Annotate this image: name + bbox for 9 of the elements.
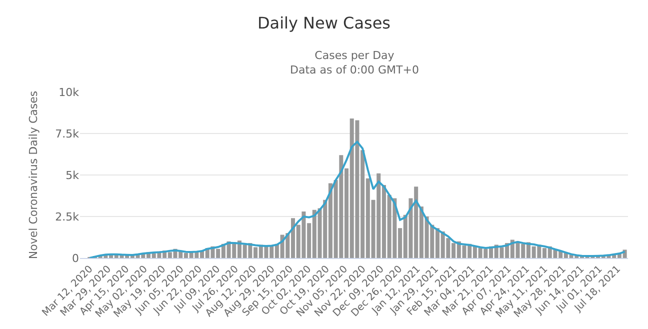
chart-title: Daily New Cases — [257, 14, 391, 33]
y-tick-label: 2.5k — [55, 210, 80, 224]
y-tick-label: 10k — [58, 86, 80, 99]
line-series — [88, 140, 626, 258]
y-tick-label: 5k — [66, 168, 80, 182]
y-tick-label: 7.5k — [55, 127, 80, 140]
chart-subtitle: Cases per Day Data as of 0:00 GMT+0 — [290, 49, 419, 76]
y-axis-title: Novel Coronavirus Daily Cases — [26, 90, 40, 260]
y-tick-label: 0 — [72, 252, 79, 265]
